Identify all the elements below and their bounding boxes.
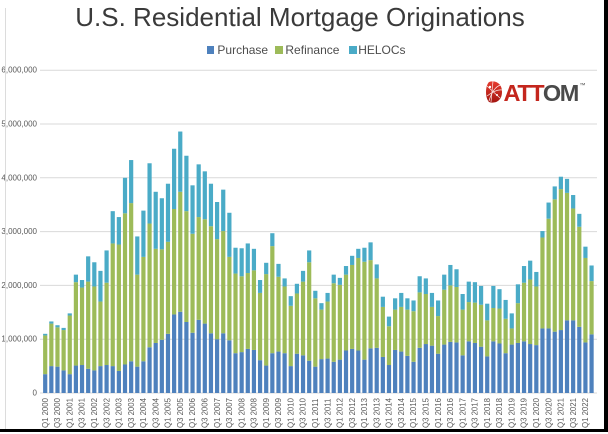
svg-text:Q1 2008: Q1 2008 <box>237 398 246 428</box>
svg-text:Q3 2020: Q3 2020 <box>544 397 553 428</box>
svg-text:ATTOM: ATTOM <box>504 80 578 106</box>
svg-text:Q1 2004: Q1 2004 <box>139 397 148 428</box>
svg-text:™: ™ <box>580 82 586 89</box>
svg-text:Q3 2019: Q3 2019 <box>520 398 529 428</box>
svg-text:Q1 2021: Q1 2021 <box>557 398 566 428</box>
svg-text:0: 0 <box>33 389 38 398</box>
svg-text:4,000,000: 4,000,000 <box>1 173 37 182</box>
svg-text:Q3 2014: Q3 2014 <box>397 397 406 428</box>
svg-text:Q1 2009: Q1 2009 <box>262 398 271 428</box>
svg-text:Q3 2007: Q3 2007 <box>225 398 234 428</box>
svg-text:Q1 2015: Q1 2015 <box>409 397 418 428</box>
svg-text:Q3 2012: Q3 2012 <box>348 398 357 428</box>
svg-text:Q3 2017: Q3 2017 <box>471 398 480 428</box>
svg-text:Q3 2011: Q3 2011 <box>323 399 332 428</box>
svg-text:Q1 2001: Q1 2001 <box>65 398 74 428</box>
svg-text:Q3 2013: Q3 2013 <box>372 398 381 428</box>
svg-text:3,000,000: 3,000,000 <box>1 227 37 236</box>
svg-text:Q1 2016: Q1 2016 <box>434 398 443 428</box>
svg-text:Q1 2013: Q1 2013 <box>360 398 369 428</box>
svg-text:Q1 2022: Q1 2022 <box>581 398 590 428</box>
svg-text:Q3 2005: Q3 2005 <box>176 397 185 428</box>
svg-text:Q3 2006: Q3 2006 <box>201 398 210 428</box>
svg-text:Q1 2005: Q1 2005 <box>164 397 173 428</box>
svg-text:Q3 2018: Q3 2018 <box>495 398 504 428</box>
svg-text:Q3 2021: Q3 2021 <box>569 398 578 428</box>
svg-text:Q3 2003: Q3 2003 <box>127 398 136 428</box>
svg-text:Q3 2015: Q3 2015 <box>422 397 431 428</box>
svg-text:Q1 2000: Q1 2000 <box>41 397 50 428</box>
svg-text:6,000,000: 6,000,000 <box>1 66 37 75</box>
svg-text:Q3 2000: Q3 2000 <box>53 397 62 428</box>
svg-text:Q1 2003: Q1 2003 <box>115 398 124 428</box>
svg-text:Q1 2002: Q1 2002 <box>90 398 99 428</box>
svg-text:1,000,000: 1,000,000 <box>1 335 37 344</box>
svg-text:Q3 2009: Q3 2009 <box>274 398 283 428</box>
svg-text:Q1 2010: Q1 2010 <box>286 397 295 428</box>
svg-text:Q3 2001: Q3 2001 <box>78 398 87 428</box>
svg-text:Q1 2012: Q1 2012 <box>336 398 345 428</box>
svg-text:Q1 2020: Q1 2020 <box>532 397 541 428</box>
svg-text:5,000,000: 5,000,000 <box>1 120 37 129</box>
svg-text:Q3 2004: Q3 2004 <box>151 397 160 428</box>
svg-text:Q1 2019: Q1 2019 <box>507 398 516 428</box>
svg-text:Q3 2002: Q3 2002 <box>102 398 111 428</box>
svg-text:Q1 2018: Q1 2018 <box>483 398 492 428</box>
svg-text:Q3 2016: Q3 2016 <box>446 398 455 428</box>
svg-text:Q1 2017: Q1 2017 <box>458 398 467 428</box>
svg-text:Q3 2008: Q3 2008 <box>250 398 259 428</box>
svg-text:2,000,000: 2,000,000 <box>1 281 37 290</box>
svg-text:Q3 2010: Q3 2010 <box>299 397 308 428</box>
svg-text:Q1 2014: Q1 2014 <box>385 397 394 428</box>
svg-text:Q1 2006: Q1 2006 <box>188 398 197 428</box>
svg-text:Q1 2011: Q1 2011 <box>311 399 320 428</box>
svg-text:Q1 2007: Q1 2007 <box>213 398 222 428</box>
